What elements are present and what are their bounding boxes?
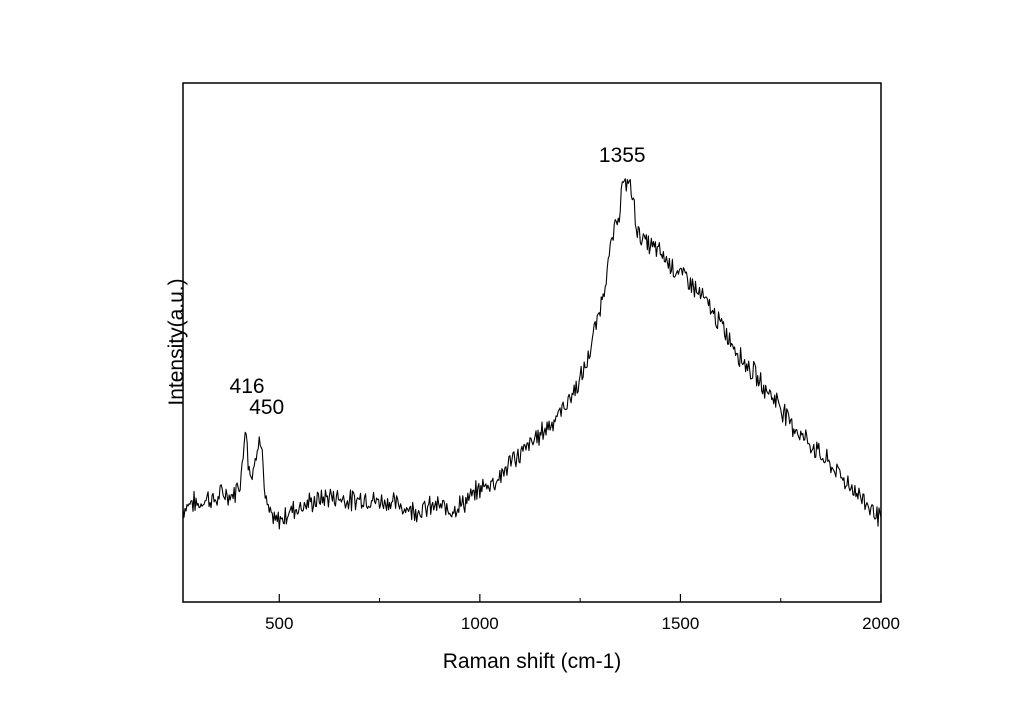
plot-frame <box>182 82 882 603</box>
spectrum-line <box>182 178 882 530</box>
x-tick-label: 1000 <box>461 614 499 633</box>
y-axis-title: Intensity(a.u.) <box>165 278 188 405</box>
x-tick-label: 500 <box>265 614 293 633</box>
peak-label: 416 <box>230 375 265 398</box>
x-tick-label: 1500 <box>662 614 700 633</box>
x-axis-title: Raman shift (cm-1) <box>443 650 622 673</box>
peak-label: 1355 <box>599 144 646 167</box>
x-axis-tick-labels: 500 1000 1500 2000 <box>265 614 900 633</box>
x-axis-ticks <box>278 594 882 602</box>
x-tick-label: 2000 <box>862 614 900 633</box>
peak-label: 450 <box>249 396 284 419</box>
